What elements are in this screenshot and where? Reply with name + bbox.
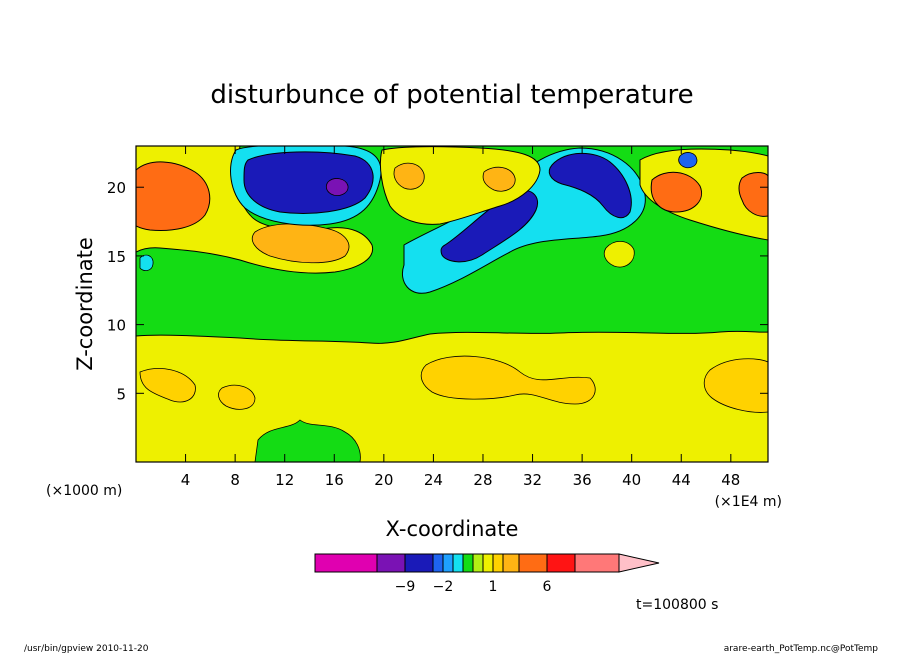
region-upper-mid-orange-2 — [482, 166, 516, 192]
x-tick-label: 4 — [181, 471, 191, 489]
region-upper-left-orange — [136, 161, 211, 231]
region-upper-purple-core — [325, 178, 349, 196]
region-upper-blue-anomaly — [243, 151, 374, 214]
colorbar-bin — [492, 553, 504, 573]
region-lower-orange-1 — [139, 368, 196, 403]
x-axis-label: X-coordinate — [386, 517, 519, 541]
region-mid-yellow-patch — [603, 241, 635, 268]
region-upper-right-blue-spot — [678, 152, 698, 169]
plot-field — [136, 146, 768, 462]
region-left-cyan-spot — [139, 254, 154, 272]
region-mid-blue-anomaly-2 — [548, 152, 632, 219]
x-tick-label: 44 — [672, 471, 691, 489]
y-tick-label: 10 — [107, 317, 126, 335]
colorbar-label: 6 — [543, 579, 552, 595]
colorbar-bin — [472, 553, 484, 573]
footer-right: arare-earth_PotTemp.nc@PotTemp — [724, 644, 879, 654]
x-tick-label: 20 — [374, 471, 393, 489]
region-lower-green-pocket — [254, 419, 361, 462]
colorbar-bin — [314, 553, 378, 573]
colorbar-bin — [546, 553, 576, 573]
colorbar-bin — [376, 553, 406, 573]
x-unit-label: (×1000 m) — [46, 483, 122, 499]
y-axis: 5 10 15 20 — [107, 179, 768, 403]
x-scale-note: (×1E4 m) — [715, 494, 782, 510]
colorbar-bin — [502, 553, 520, 573]
time-annotation: t=100800 s — [636, 597, 718, 613]
chart-title: disturbunce of potential temperature — [210, 80, 693, 110]
colorbar-label: −9 — [395, 579, 416, 595]
region-lower-orange-2 — [218, 384, 256, 410]
colorbar-bin — [432, 553, 444, 573]
plot-frame — [135, 145, 769, 463]
x-tick-label: 16 — [325, 471, 344, 489]
colorbar-bin — [404, 553, 434, 573]
y-axis-label: Z-coordinate — [73, 237, 97, 371]
region-lower-orange-3 — [420, 355, 596, 405]
region-upper-right-orange — [650, 171, 702, 213]
colorbar-label: −2 — [433, 579, 454, 595]
colorbar: −9 −2 1 6 — [314, 553, 660, 595]
region-upper-right-orange-2 — [738, 172, 768, 217]
colorbar-extension — [618, 553, 660, 573]
x-tick-label: 8 — [230, 471, 240, 489]
footer-left: /usr/bin/gpview 2010-11-20 — [24, 644, 149, 654]
y-tick-label: 20 — [107, 179, 126, 197]
region-upper-mid-yellow — [379, 146, 541, 225]
colorbar-bin — [462, 553, 474, 573]
y-tick-label: 5 — [116, 385, 126, 403]
x-tick-label: 48 — [721, 471, 740, 489]
x-tick-label: 32 — [523, 471, 542, 489]
x-tick-label: 24 — [424, 471, 443, 489]
x-tick-label: 12 — [275, 471, 294, 489]
colorbar-bin — [452, 553, 464, 573]
colorbar-bin — [518, 553, 548, 573]
colorbar-bin — [442, 553, 454, 573]
colorbar-bin — [574, 553, 620, 573]
y-tick-label: 15 — [107, 248, 126, 266]
x-tick-label: 28 — [473, 471, 492, 489]
colorbar-label: 1 — [489, 579, 498, 595]
region-lower-orange-4 — [703, 358, 768, 413]
region-upper-mid-orange — [393, 162, 425, 190]
colorbar-bin — [482, 553, 494, 573]
x-tick-label: 36 — [573, 471, 592, 489]
x-axis: 4 8 12 16 20 24 28 32 36 40 44 48 — [181, 146, 740, 489]
x-tick-label: 40 — [622, 471, 641, 489]
